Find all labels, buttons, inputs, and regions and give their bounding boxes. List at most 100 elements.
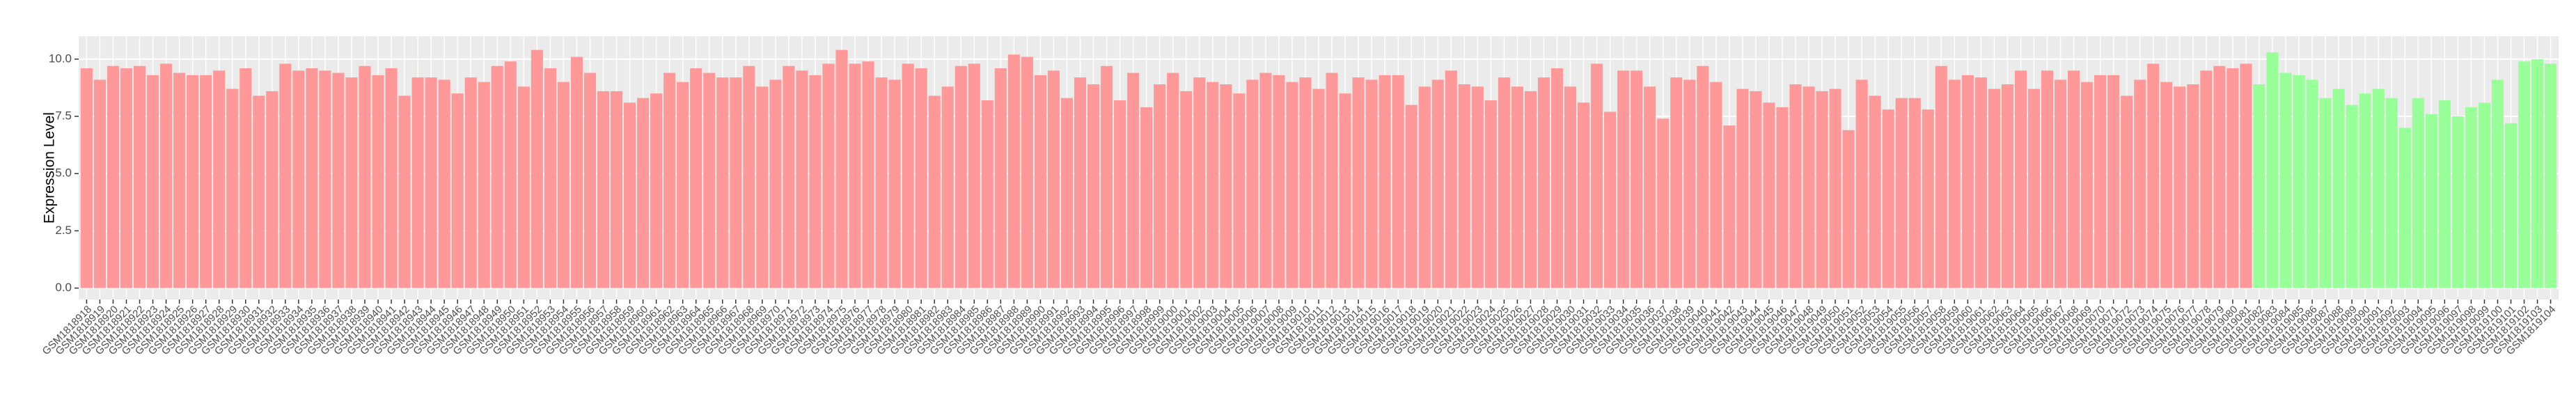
bar	[1935, 65, 1947, 288]
bar	[1657, 118, 1670, 288]
bar	[213, 70, 226, 288]
bar	[1207, 81, 1219, 288]
bar	[146, 75, 159, 288]
bar	[1114, 100, 1126, 288]
bar	[2293, 75, 2305, 288]
bar	[504, 61, 517, 288]
bar	[451, 93, 464, 288]
bar	[1803, 86, 1815, 288]
bar	[1060, 98, 1074, 288]
bar	[1233, 93, 1246, 288]
bar	[438, 79, 450, 288]
bar	[1074, 77, 1087, 288]
bar	[2147, 63, 2160, 288]
bar	[1908, 98, 1921, 288]
bar	[1855, 79, 1868, 288]
bar	[730, 77, 742, 288]
bar	[1047, 70, 1060, 288]
bar	[1736, 88, 1749, 288]
bar	[2027, 88, 2041, 288]
bar	[2346, 104, 2358, 288]
bar	[2240, 63, 2252, 288]
bar	[2054, 79, 2067, 288]
bar	[1273, 75, 1285, 288]
bar	[2160, 81, 2173, 288]
bar	[239, 68, 252, 288]
bar	[1326, 72, 1338, 288]
bar	[2081, 81, 2094, 288]
bar	[2438, 100, 2451, 288]
bar	[849, 63, 861, 288]
bar	[783, 65, 795, 288]
bar	[650, 93, 663, 288]
bar	[2226, 68, 2239, 288]
bar	[597, 91, 610, 288]
bar	[372, 75, 384, 288]
bar	[1750, 91, 1762, 288]
bar	[226, 88, 239, 288]
bar	[2425, 114, 2437, 288]
bar	[1471, 86, 1484, 288]
bar	[1127, 72, 1140, 288]
bar	[1312, 88, 1325, 288]
bar	[968, 63, 980, 288]
bar	[743, 65, 755, 288]
bar	[107, 65, 120, 288]
bar	[1670, 77, 1683, 288]
y-axis-title: Expression Level	[42, 112, 58, 224]
bar	[1021, 56, 1033, 288]
bar	[1869, 95, 1881, 288]
bar	[2174, 86, 2186, 288]
bar	[2213, 65, 2226, 288]
bar	[1591, 63, 1603, 288]
bar	[93, 79, 107, 288]
bar	[1246, 79, 1259, 288]
bar	[425, 77, 437, 288]
bar	[756, 86, 769, 288]
bar	[2518, 61, 2531, 288]
bar	[2068, 70, 2080, 288]
bar	[1339, 93, 1351, 288]
bar	[1895, 98, 1908, 288]
y-tick-label: 2.5	[55, 224, 72, 237]
bar	[2014, 70, 2027, 288]
bar	[2545, 63, 2557, 288]
bar	[2531, 59, 2544, 288]
bar	[2412, 98, 2424, 288]
bar	[1988, 88, 2000, 288]
bar	[2359, 93, 2371, 288]
bar	[557, 81, 570, 288]
bar	[332, 72, 345, 288]
bar	[2121, 95, 2133, 288]
bar	[2372, 88, 2385, 288]
bar	[1644, 86, 1656, 288]
bar	[1379, 75, 1391, 288]
bar	[1167, 72, 1179, 288]
bar	[187, 75, 199, 288]
bar	[531, 49, 543, 288]
bar	[1299, 77, 1312, 288]
bar	[411, 77, 424, 288]
bar	[2398, 127, 2411, 288]
bar	[1683, 79, 1696, 288]
bar	[1710, 81, 1722, 288]
bar	[1259, 72, 1272, 288]
bar	[1418, 86, 1431, 288]
bar	[663, 72, 676, 288]
bar	[2491, 79, 2504, 288]
bar	[888, 79, 901, 288]
bar	[1458, 84, 1470, 288]
bar	[862, 61, 874, 288]
bar	[359, 65, 371, 288]
bar	[2266, 52, 2279, 288]
bar	[1974, 77, 1987, 288]
bar	[677, 81, 689, 288]
bar	[2478, 102, 2491, 288]
bar	[2465, 107, 2477, 288]
bar	[1723, 125, 1736, 288]
bar	[769, 79, 782, 288]
bar	[1604, 111, 1617, 288]
y-tick-label: 0.0	[55, 281, 72, 294]
bar	[173, 72, 186, 288]
